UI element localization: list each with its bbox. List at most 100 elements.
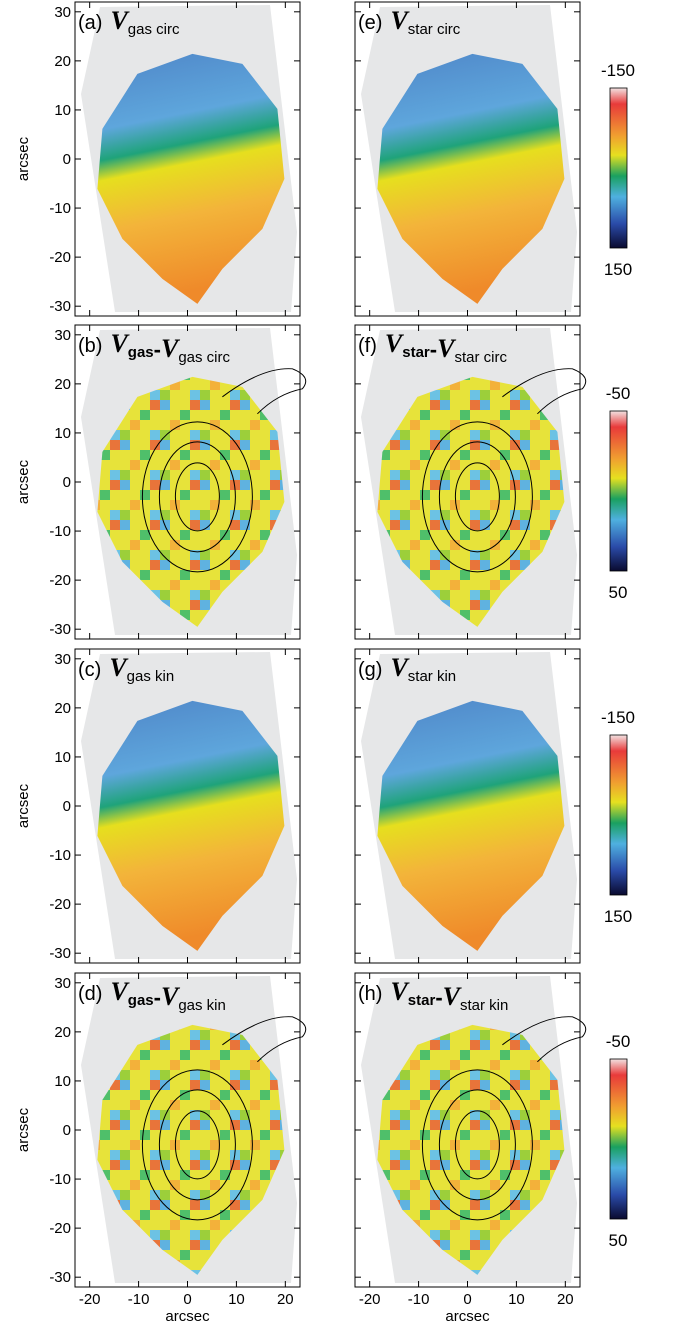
title-symbol: V — [385, 329, 405, 358]
contour — [421, 1069, 533, 1221]
title-subscript: star — [408, 992, 436, 1009]
contour — [174, 1110, 220, 1180]
title-subscript: gas circ — [128, 21, 180, 38]
colorbar — [609, 1058, 628, 1220]
panel: -30 -20 -10 0 10 20 30 arcsec (b) Vgas-Vgas circ — [15, 324, 307, 640]
y-axis-label: arcsec — [15, 459, 32, 504]
y-tick-label: 0 — [63, 1122, 71, 1139]
x-tick-label: -10 — [128, 1291, 150, 1308]
panel: -20 -10 0 10 20 arcsec (h) Vstar-Vstar kin -50 50 — [354, 972, 631, 1325]
y-tick-label: -20 — [49, 896, 71, 913]
title-subscript: gas kin — [127, 668, 175, 685]
x-tick-label: 10 — [508, 1291, 525, 1308]
contour — [438, 441, 516, 553]
panel-title: (d) Vgas-Vgas kin — [78, 977, 226, 1014]
panel: -30 -20 -10 0 10 20 30 arcsec (a) Vgas circ — [15, 1, 301, 317]
title-operator: - — [435, 985, 442, 1010]
y-tick-label: 20 — [54, 376, 71, 393]
panel: (e) Vstar circ -150 150 — [354, 1, 635, 317]
title-subscript: gas kin — [178, 997, 226, 1014]
title-symbol: V — [390, 977, 410, 1006]
x-tick-label: -20 — [79, 1291, 101, 1308]
contour — [174, 462, 220, 532]
y-tick-label: -30 — [49, 1269, 71, 1286]
x-tick-label: 20 — [557, 1291, 574, 1308]
y-tick-label: 20 — [54, 700, 71, 717]
panel-title: (b) Vgas-Vgas circ — [78, 329, 231, 366]
panel: -20 -10 0 10 20 -30 -20 -10 0 10 20 30 arcsec arcsec (… — [15, 972, 307, 1325]
x-tick-label: 0 — [463, 1291, 471, 1308]
velocity-map — [97, 53, 285, 304]
x-tick-label: 10 — [228, 1291, 245, 1308]
colorbar — [609, 410, 628, 572]
panel-letter: (e) — [358, 12, 382, 34]
y-tick-label: 20 — [54, 53, 71, 70]
velocity-map — [97, 700, 285, 951]
title-subscript: gas — [128, 344, 154, 361]
colorbar-label: 50 — [609, 583, 628, 602]
velocity-map — [97, 1024, 285, 1275]
panel-title: (h) Vstar-Vstar kin — [358, 977, 508, 1014]
contour — [502, 368, 587, 415]
contour — [158, 441, 236, 553]
panel-title: (f) Vstar-Vstar circ — [358, 329, 507, 366]
x-tick-label: -10 — [408, 1291, 430, 1308]
y-axis-label: arcsec — [15, 1107, 32, 1152]
colorbar-label: 50 — [609, 1231, 628, 1250]
x-axis-label: arcsec — [165, 1308, 210, 1325]
panel-title: (a) Vgas circ — [78, 6, 180, 38]
contour — [421, 421, 533, 573]
y-tick-label: -30 — [49, 945, 71, 962]
title-symbol: V — [109, 653, 129, 682]
panel-letter: (d) — [78, 983, 102, 1005]
y-tick-label: 0 — [63, 151, 71, 168]
title-symbol: V — [110, 329, 130, 358]
velocity-map — [97, 376, 285, 627]
colorbar-label: 150 — [604, 907, 632, 926]
colorbar-label: -150 — [601, 708, 635, 727]
y-tick-label: -10 — [49, 847, 71, 864]
title-subscript: star kin — [408, 668, 456, 685]
y-tick-label: 20 — [54, 1024, 71, 1041]
y-tick-label: 30 — [54, 975, 71, 992]
panel-letter: (c) — [78, 659, 101, 681]
contour — [158, 1089, 236, 1201]
title-subscript: star circ — [408, 21, 461, 38]
contour — [454, 462, 500, 532]
velocity-map — [377, 376, 565, 627]
contour — [222, 368, 307, 415]
colorbar-label: -150 — [601, 61, 635, 80]
title-subscript: star — [402, 344, 430, 361]
y-tick-label: 0 — [63, 474, 71, 491]
colorbar-label: -50 — [606, 1032, 631, 1051]
y-tick-label: 30 — [54, 4, 71, 21]
contour — [141, 1069, 253, 1221]
y-tick-label: 10 — [54, 102, 71, 119]
panel: (g) Vstar kin -150 150 — [354, 648, 635, 964]
panel-letter: (b) — [78, 335, 102, 357]
y-tick-label: 30 — [54, 651, 71, 668]
y-tick-label: -10 — [49, 1171, 71, 1188]
y-tick-label: -10 — [49, 200, 71, 217]
y-tick-label: -30 — [49, 621, 71, 638]
title-operator: - — [154, 985, 161, 1010]
y-tick-label: 0 — [63, 798, 71, 815]
title-subscript: gas — [128, 992, 154, 1009]
title-symbol: V — [390, 653, 410, 682]
title-symbol: V — [161, 334, 181, 363]
x-tick-label: 0 — [183, 1291, 191, 1308]
title-subscript: gas circ — [178, 349, 230, 366]
y-axis-label: arcsec — [15, 136, 32, 181]
title-operator: - — [154, 337, 161, 362]
panel-title: (c) Vgas kin — [78, 653, 174, 685]
title-subscript: star kin — [460, 997, 508, 1014]
title-symbol: V — [110, 6, 130, 35]
x-tick-label: 20 — [277, 1291, 294, 1308]
colorbar — [609, 87, 628, 249]
x-axis-label: arcsec — [445, 1308, 490, 1325]
panel-title: (e) Vstar circ — [358, 6, 461, 38]
title-symbol: V — [443, 982, 463, 1011]
colorbar — [609, 734, 628, 896]
title-symbol: V — [437, 334, 457, 363]
